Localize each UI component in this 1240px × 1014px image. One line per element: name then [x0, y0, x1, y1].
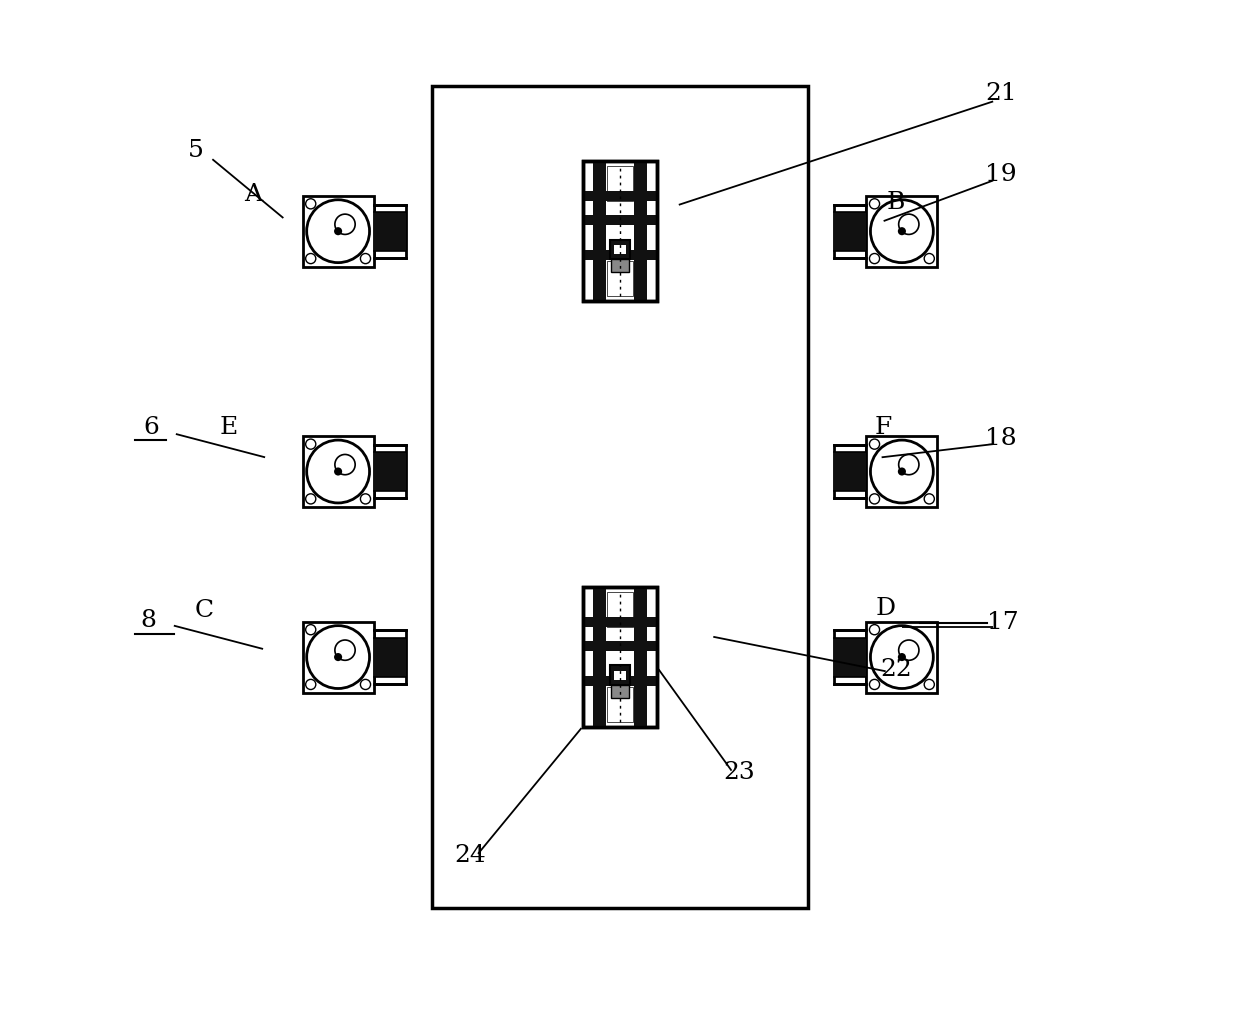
Text: 17: 17 [987, 611, 1019, 634]
Circle shape [306, 625, 316, 635]
Circle shape [334, 467, 342, 476]
Circle shape [870, 440, 934, 503]
Bar [635, 161, 646, 301]
Bar [373, 452, 405, 491]
Text: 19: 19 [986, 163, 1017, 186]
Bar [835, 205, 867, 258]
Text: 5: 5 [188, 139, 205, 161]
Circle shape [899, 214, 919, 234]
Text: 18: 18 [986, 427, 1017, 449]
Circle shape [898, 653, 906, 661]
Text: F: F [875, 417, 893, 439]
Bar [867, 436, 937, 507]
Text: C: C [195, 599, 213, 622]
Text: 22: 22 [880, 658, 911, 680]
Bar [584, 215, 656, 225]
Bar [584, 617, 656, 627]
Circle shape [898, 467, 906, 476]
Circle shape [334, 653, 342, 661]
Text: B: B [887, 192, 905, 214]
Circle shape [869, 199, 879, 209]
Text: 8: 8 [140, 609, 156, 632]
Bar [835, 212, 867, 250]
Bar [594, 587, 605, 727]
Circle shape [334, 227, 342, 235]
Bar [584, 587, 656, 727]
Bar [835, 452, 867, 491]
Bar [835, 445, 867, 498]
Circle shape [899, 454, 919, 475]
Bar [614, 245, 626, 254]
Circle shape [870, 200, 934, 263]
Circle shape [306, 626, 370, 689]
Circle shape [306, 439, 316, 449]
Bar [584, 587, 656, 727]
Bar [610, 665, 630, 685]
Bar [584, 192, 656, 202]
Circle shape [869, 625, 879, 635]
Circle shape [869, 494, 879, 504]
Bar [373, 205, 405, 258]
Text: 23: 23 [724, 762, 755, 784]
Circle shape [306, 440, 370, 503]
Bar [373, 212, 405, 250]
Bar [867, 622, 937, 693]
Text: 21: 21 [986, 82, 1017, 104]
Bar [584, 641, 656, 651]
Circle shape [361, 494, 371, 504]
Circle shape [924, 494, 935, 504]
Bar [594, 161, 605, 301]
Bar [584, 161, 656, 301]
Bar [433, 86, 807, 908]
Bar [606, 687, 634, 722]
Circle shape [898, 227, 906, 235]
Circle shape [361, 254, 371, 264]
Circle shape [869, 254, 879, 264]
Circle shape [306, 200, 370, 263]
Bar [303, 436, 373, 507]
Circle shape [869, 439, 879, 449]
Circle shape [924, 679, 935, 690]
Circle shape [361, 679, 371, 690]
Bar [835, 638, 867, 676]
Bar [606, 166, 634, 202]
Circle shape [306, 494, 316, 504]
Circle shape [870, 626, 934, 689]
Circle shape [335, 454, 355, 475]
Circle shape [306, 199, 316, 209]
Bar [611, 260, 629, 272]
Bar [611, 685, 629, 698]
Bar [584, 249, 656, 260]
Circle shape [869, 679, 879, 690]
Bar [867, 196, 937, 267]
Circle shape [335, 640, 355, 660]
Bar [584, 675, 656, 685]
Circle shape [306, 679, 316, 690]
Bar [373, 638, 405, 676]
Circle shape [924, 254, 935, 264]
Bar [606, 261, 634, 296]
Bar [606, 592, 634, 627]
Bar [373, 631, 405, 683]
Circle shape [306, 254, 316, 264]
Text: 6: 6 [144, 417, 160, 439]
Bar [835, 631, 867, 683]
Text: E: E [219, 417, 238, 439]
Bar [373, 445, 405, 498]
Circle shape [899, 640, 919, 660]
Bar [614, 671, 626, 679]
Bar [635, 587, 646, 727]
Text: 24: 24 [454, 845, 486, 867]
Circle shape [335, 214, 355, 234]
Bar [584, 161, 656, 301]
Text: A: A [244, 184, 262, 206]
Bar [610, 239, 630, 260]
Bar [303, 622, 373, 693]
Text: D: D [875, 597, 895, 620]
Bar [303, 196, 373, 267]
